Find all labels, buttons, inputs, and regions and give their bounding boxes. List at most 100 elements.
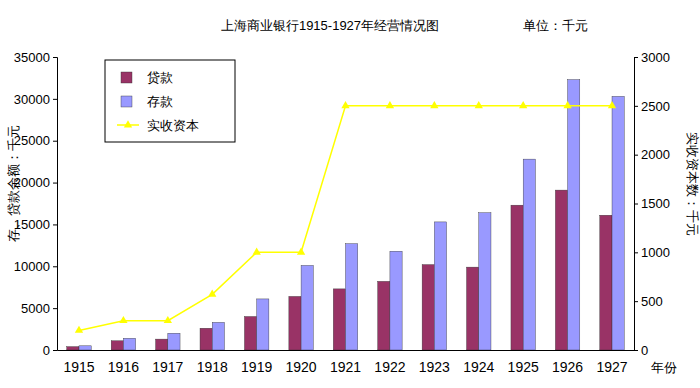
bar [67,347,79,350]
legend-marker [124,120,132,127]
bar [479,213,491,350]
y2-axis: 0 500 1000 1500 2000 2500 3000 [634,50,670,358]
tick-label: 1918 [197,359,228,375]
legend-box [105,60,235,142]
tick-mark [634,204,638,205]
tick-label: 1916 [108,359,139,375]
bar [612,96,624,350]
bar [200,328,212,350]
tick: 30000 [14,92,57,107]
tick: 1917 [152,350,183,375]
bar [434,222,446,350]
bar [555,190,567,350]
tick-label: 1917 [152,359,183,375]
tick: 1920 [286,350,317,375]
bar [511,205,523,350]
tick: 2000 [634,147,670,162]
bar [289,296,301,350]
bar [257,299,269,350]
tick-mark [634,57,638,58]
bar [390,251,402,350]
bar-series [79,80,624,350]
tick-label: 35000 [14,50,50,65]
marker [430,101,438,108]
plot: 1915 1916 1917 1918 1919 1920 1921 1922 1923 1924… [14,50,670,375]
legend-item: 存款 [121,94,173,109]
x-axis-title: 年份 [651,360,677,375]
tick-label: 1000 [641,245,670,260]
legend-swatch [121,72,132,83]
tick: 1926 [552,350,583,375]
tick: 1925 [508,350,539,375]
tick: 0 [634,343,648,358]
tick: 1915 [63,350,94,375]
tick-label: 30000 [14,92,50,107]
tick: 1922 [374,350,405,375]
tick-label: 1925 [508,359,539,375]
title: 上海商业银行1915-1927年经营情况图 [221,18,439,33]
tick: 2500 [634,98,670,113]
tick-label: 1920 [286,359,317,375]
axis-line [53,58,58,351]
tick-mark [634,252,638,253]
tick-mark [53,141,57,142]
bar [378,281,390,350]
tick: 1000 [634,245,670,260]
chart: 1915 1916 1917 1918 1919 1920 1921 1922 1923 1924… [0,0,700,388]
tick: 5000 [21,301,57,316]
bar [346,244,358,350]
tick-mark [53,57,57,58]
tick-mark [53,224,57,225]
tick-label: 1924 [463,359,494,375]
legend-swatch [121,96,132,107]
tick-label: 2000 [641,147,670,162]
bar [301,265,313,350]
tick-mark [53,99,57,100]
marker [608,101,616,108]
marker [253,248,261,255]
legend-label: 贷款 [147,70,173,85]
tick: 1921 [330,350,361,375]
tick: 1919 [241,350,272,375]
y-axis-title: 存、贷款余额：千元 [6,125,21,242]
bar [422,265,434,350]
tick: 1924 [463,350,494,375]
marker [164,316,172,323]
tick: 1923 [419,350,450,375]
axis-line [635,58,639,351]
marks [67,80,624,350]
bar [212,322,224,350]
axis-line [58,350,635,351]
bar [79,346,91,350]
tick: 1918 [197,350,228,375]
tick-label: 5000 [21,301,50,316]
tick-mark [53,266,57,267]
x-axis: 1915 1916 1917 1918 1919 1920 1921 1922 1923 1924… [58,350,635,375]
marker [75,326,83,333]
tick: 1500 [634,196,670,211]
legend-label: 存款 [147,94,173,109]
tick-mark [53,350,57,351]
bar [467,267,479,350]
legend-item: 贷款 [121,70,173,85]
legend-item: 实收资本 [117,118,199,133]
tick-label: 1921 [330,359,361,375]
tick-label: 0 [641,343,648,358]
tick: 500 [634,294,663,309]
marker [297,248,305,255]
tick: 0 [43,343,57,358]
tick-label: 1915 [63,359,94,375]
marker [475,101,483,108]
tick: 35000 [14,50,57,65]
tick-mark [634,106,638,107]
tick-mark [634,301,638,302]
subtitle: 单位：千元 [523,18,588,33]
tick-mark [53,183,57,184]
tick-label: 1919 [241,359,272,375]
tick-label: 1926 [552,359,583,375]
marker [208,290,216,297]
bar [111,341,123,350]
tick-label: 3000 [641,50,670,65]
tick-label: 1923 [419,359,450,375]
tick-mark [634,350,638,351]
